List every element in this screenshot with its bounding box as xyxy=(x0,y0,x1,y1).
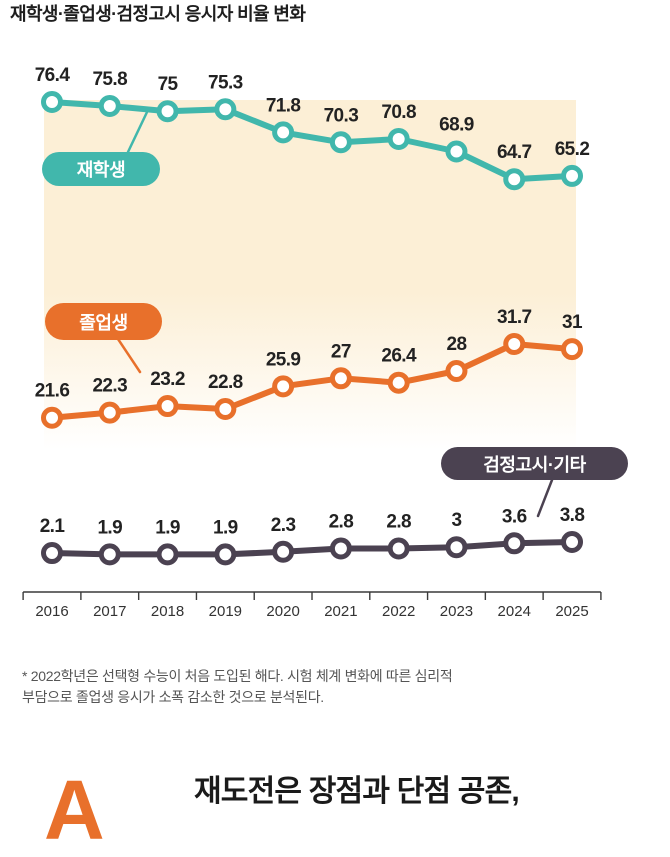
data-label: 22.8 xyxy=(208,372,243,393)
series-tag-callout: 재학생 xyxy=(42,152,160,186)
data-label: 1.9 xyxy=(155,517,180,538)
data-point xyxy=(98,94,121,117)
data-point xyxy=(272,121,295,144)
data-point xyxy=(214,397,237,420)
data-label: 75.8 xyxy=(92,69,127,90)
x-tick-label: 2024 xyxy=(498,603,531,620)
data-point xyxy=(272,540,295,563)
answer-marker: A xyxy=(44,763,105,857)
x-tick-label: 2025 xyxy=(555,603,588,620)
data-point xyxy=(503,532,526,555)
section-heading: 재도전은 장점과 단점 공존, xyxy=(194,775,520,808)
data-point xyxy=(387,537,410,560)
data-point xyxy=(98,543,121,566)
data-point xyxy=(41,406,63,429)
x-tick-label: 2017 xyxy=(93,603,126,620)
data-point xyxy=(329,537,352,560)
data-label: 31.7 xyxy=(497,307,532,328)
data-point xyxy=(387,127,410,150)
data-label: 2.8 xyxy=(386,512,411,533)
x-tick-label: 2016 xyxy=(35,603,68,620)
data-label: 68.9 xyxy=(439,115,474,136)
callout-line xyxy=(536,478,554,518)
data-label: 2.1 xyxy=(40,516,66,537)
data-label: 65.2 xyxy=(555,139,590,160)
data-point xyxy=(329,131,352,154)
data-label: 64.7 xyxy=(497,142,532,163)
data-point xyxy=(503,168,526,191)
series-line xyxy=(49,341,575,421)
data-point xyxy=(41,91,63,113)
data-point xyxy=(445,536,468,559)
data-label: 75 xyxy=(158,74,179,95)
data-label: 3.6 xyxy=(502,506,527,527)
data-label: 28 xyxy=(446,334,466,355)
x-tick-label: 2023 xyxy=(440,603,473,620)
data-label: 22.3 xyxy=(92,376,127,397)
data-point xyxy=(561,531,584,553)
data-point xyxy=(561,164,584,187)
data-label: 71.8 xyxy=(266,95,301,116)
x-tick-label: 2022 xyxy=(382,603,415,620)
data-point xyxy=(329,367,352,390)
data-point xyxy=(156,395,179,418)
data-point xyxy=(503,333,526,355)
x-tick-label: 2018 xyxy=(151,603,184,620)
data-point xyxy=(387,371,410,394)
data-label: 3.8 xyxy=(560,505,585,526)
data-point xyxy=(41,542,63,565)
data-label: 21.6 xyxy=(35,381,70,402)
data-label: 1.9 xyxy=(213,517,238,538)
data-label: 31 xyxy=(562,312,583,333)
data-label: 27 xyxy=(331,341,351,362)
chart-title: 재학생·졸업생·검정고시 응시자 비율 변화 xyxy=(10,4,306,24)
series-line xyxy=(49,539,575,558)
data-point xyxy=(214,98,237,121)
footnote-line: * 2022학년은 선택형 수능이 처음 도입된 해다. 시험 체계 변화에 따… xyxy=(22,668,453,684)
data-label: 23.2 xyxy=(150,369,185,390)
data-point xyxy=(561,338,584,361)
footnote-line: 부담으로 졸업생 응시가 소폭 감소한 것으로 분석된다. xyxy=(22,689,324,705)
data-label: 2.8 xyxy=(329,512,354,533)
footnote: * 2022학년은 선택형 수능이 처음 도입된 해다. 시험 체계 변화에 따… xyxy=(22,666,453,708)
data-label: 3 xyxy=(451,510,461,531)
x-tick-label: 2020 xyxy=(266,603,299,620)
data-point xyxy=(445,360,468,383)
series-line xyxy=(49,99,575,183)
series-tag-callout: 검정고시·기타 xyxy=(441,447,628,480)
data-point xyxy=(98,401,121,424)
data-label: 1.9 xyxy=(97,517,122,538)
data-label: 26.4 xyxy=(381,346,417,367)
x-tick-label: 2019 xyxy=(209,603,242,620)
callout-line xyxy=(116,337,142,374)
series-tag-callout: 졸업생 xyxy=(45,303,162,340)
data-label: 2.3 xyxy=(271,515,296,536)
data-point xyxy=(272,375,295,398)
x-tick-label: 2021 xyxy=(324,603,357,620)
data-label: 75.3 xyxy=(208,72,243,93)
data-label: 76.4 xyxy=(35,65,71,86)
line-chart: 2016 2017 2018 2019 2020 2021 2022 2023 2024 2025… xyxy=(22,65,602,620)
data-point xyxy=(214,543,237,566)
data-point xyxy=(156,100,179,123)
data-point xyxy=(445,140,468,163)
callout-line xyxy=(126,108,150,154)
data-label: 70.3 xyxy=(324,105,359,126)
data-label: 70.8 xyxy=(381,102,416,123)
data-point xyxy=(156,543,179,566)
data-label: 25.9 xyxy=(266,349,301,370)
